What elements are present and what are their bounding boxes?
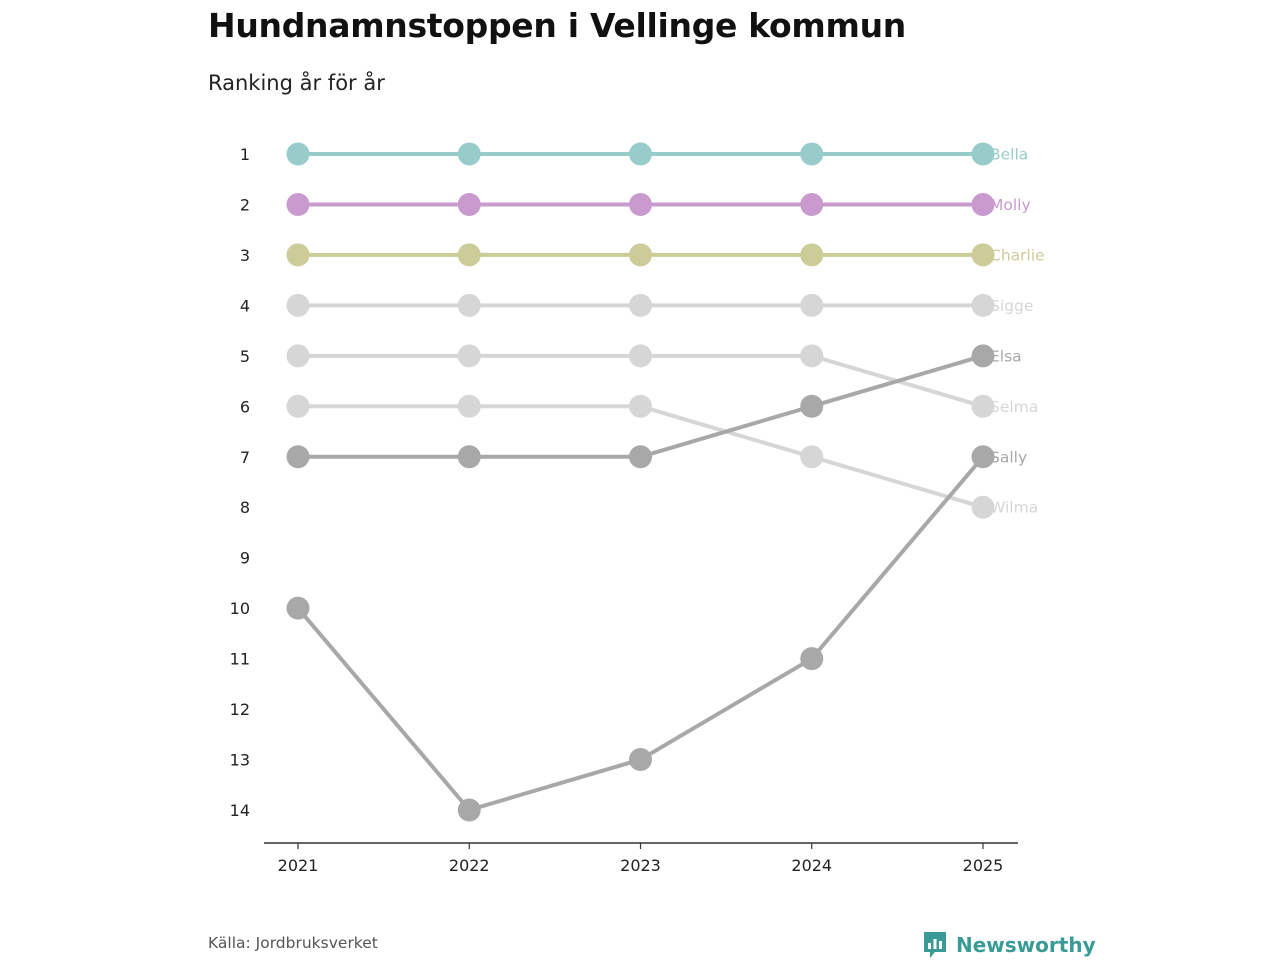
point-selma-2025 <box>971 394 995 418</box>
point-elsa-2025 <box>971 344 995 368</box>
point-charlie-2021 <box>286 243 310 267</box>
series-label-wilma: Wilma <box>990 499 1038 517</box>
series-label-bella: Bella <box>990 146 1028 164</box>
point-molly-2022 <box>457 192 481 216</box>
point-sigge-2025 <box>971 293 995 317</box>
point-charlie-2022 <box>457 243 481 267</box>
brand-name: Newsworthy <box>956 933 1096 957</box>
point-elsa-2023 <box>629 445 652 469</box>
brand-logo: Newsworthy <box>922 930 1096 960</box>
x-tick-label: 2025 <box>963 856 1004 875</box>
point-wilma-2025 <box>971 495 995 519</box>
point-bella-2021 <box>286 142 310 166</box>
x-tick-label: 2021 <box>278 856 319 875</box>
series-label-charlie: Charlie <box>990 246 1045 264</box>
series-label-elsa: Elsa <box>990 347 1022 365</box>
y-tick-label: 12 <box>230 700 250 719</box>
y-tick-label: 6 <box>240 397 250 416</box>
y-tick-label: 11 <box>230 650 250 669</box>
series-label-sigge: Sigge <box>990 297 1033 315</box>
series-label-selma: Selma <box>990 398 1038 416</box>
chart-subtitle: Ranking år för år <box>208 71 385 95</box>
x-tick-label: 2023 <box>620 856 661 875</box>
series-points <box>286 142 995 822</box>
point-wilma-2023 <box>629 394 652 418</box>
point-elsa-2022 <box>457 445 481 469</box>
y-tick-label: 9 <box>240 549 250 568</box>
point-selma-2021 <box>286 344 310 368</box>
y-tick-label: 3 <box>240 246 250 265</box>
series-labels: Sigge Selma Wilma Bella Molly Charlie Elsa Sall… <box>990 146 1045 517</box>
y-tick-label: 4 <box>240 296 250 315</box>
point-sigge-2022 <box>457 293 481 317</box>
series-label-sally: Sally <box>990 448 1027 466</box>
y-tick-label: 13 <box>230 751 250 770</box>
point-selma-2024 <box>800 344 824 368</box>
x-tick-label: 2022 <box>449 856 490 875</box>
y-tick-label: 10 <box>230 599 250 618</box>
bar-chart-icon <box>924 932 946 958</box>
point-wilma-2022 <box>457 394 481 418</box>
point-sally-2023 <box>629 748 652 772</box>
x-tick-label: 2024 <box>791 856 832 875</box>
series-label-molly: Molly <box>990 196 1031 214</box>
point-charlie-2023 <box>629 243 652 267</box>
y-tick-label: 5 <box>240 347 250 366</box>
point-charlie-2025 <box>971 243 995 267</box>
source-note: Källa: Jordbruksverket <box>208 934 378 952</box>
point-sigge-2023 <box>629 293 652 317</box>
point-sally-2025 <box>971 445 995 469</box>
point-bella-2024 <box>800 142 824 166</box>
point-sally-2024 <box>800 647 824 671</box>
point-elsa-2024 <box>800 394 824 418</box>
y-tick-label: 8 <box>240 498 250 517</box>
point-molly-2023 <box>629 192 652 216</box>
point-selma-2022 <box>457 344 481 368</box>
point-wilma-2021 <box>286 394 310 418</box>
y-tick-label: 1 <box>240 145 250 164</box>
point-molly-2021 <box>286 192 310 216</box>
point-sigge-2021 <box>286 293 310 317</box>
point-sigge-2024 <box>800 293 824 317</box>
point-sally-2021 <box>286 596 310 620</box>
point-charlie-2024 <box>800 243 824 267</box>
point-bella-2022 <box>457 142 481 166</box>
point-elsa-2021 <box>286 445 310 469</box>
y-tick-label: 2 <box>240 195 250 214</box>
x-axis: 2021 2022 2023 2024 2025 <box>264 842 1018 875</box>
point-molly-2025 <box>971 192 995 216</box>
point-wilma-2024 <box>800 445 824 469</box>
point-bella-2023 <box>629 142 652 166</box>
point-selma-2023 <box>629 344 652 368</box>
y-tick-label: 14 <box>230 801 250 820</box>
point-sally-2022 <box>457 798 481 822</box>
y-tick-label: 7 <box>240 448 250 467</box>
point-molly-2024 <box>800 192 824 216</box>
point-bella-2025 <box>971 142 995 166</box>
chart-title: Hundnamnstoppen i Vellinge kommun <box>208 6 906 45</box>
